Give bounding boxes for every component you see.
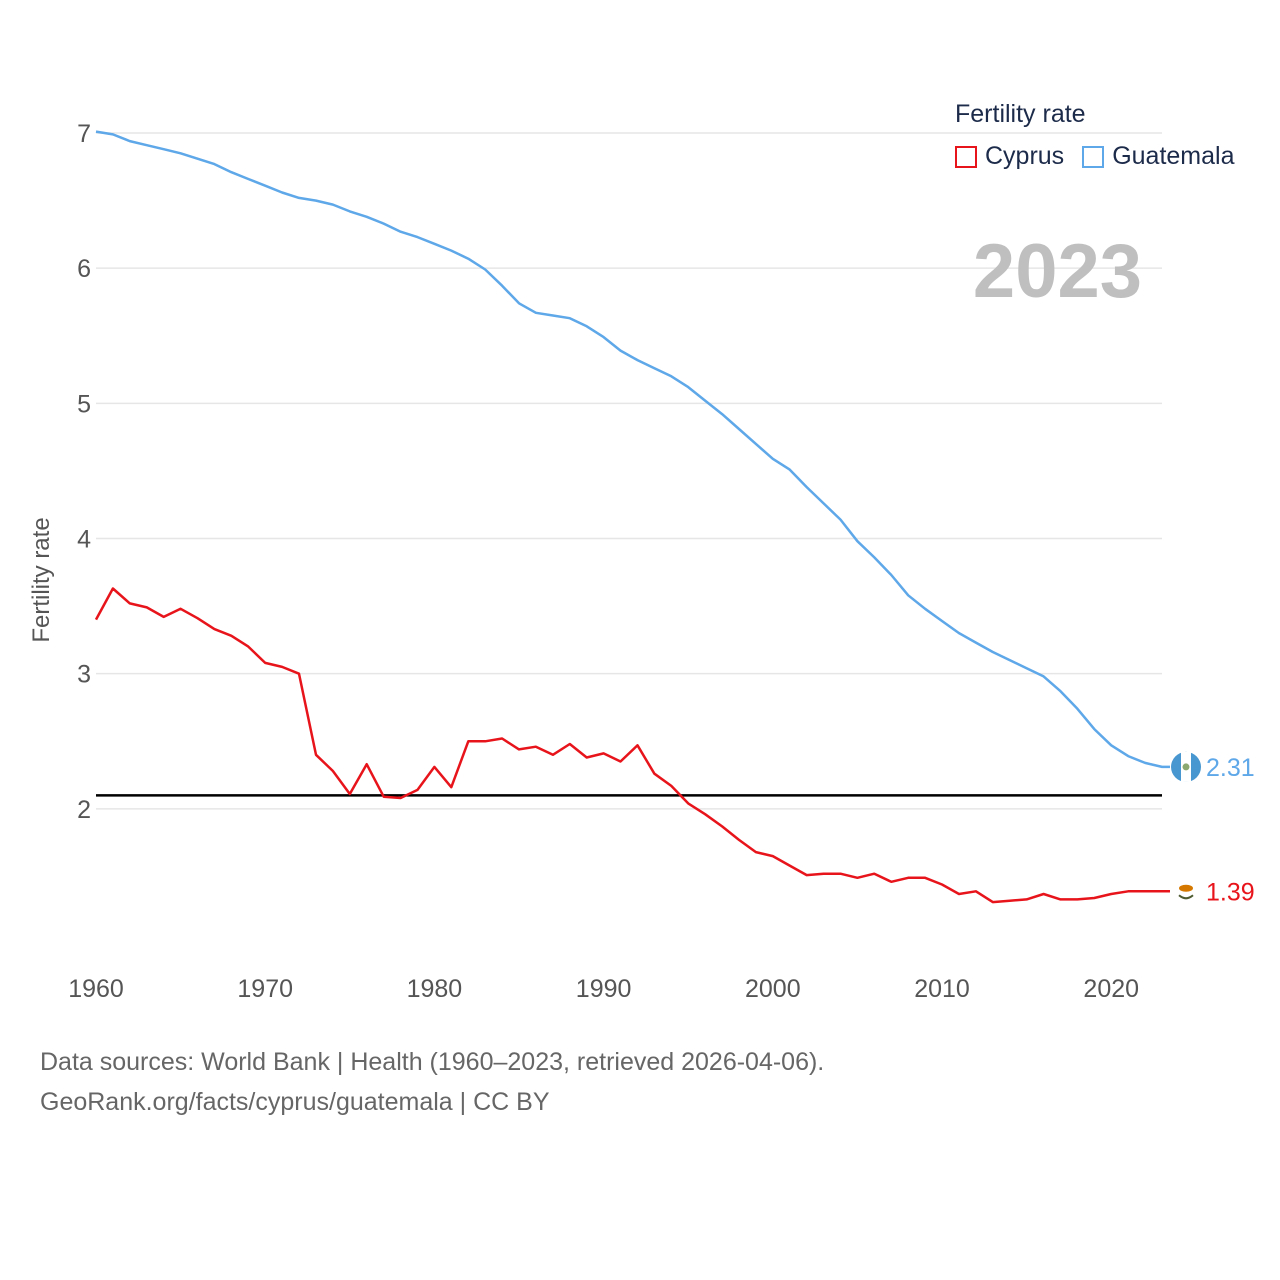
legend-label-guatemala: Guatemala xyxy=(1112,142,1235,170)
series-line-cyprus xyxy=(94,587,1170,904)
end-value-label-guatemala: 2.31 xyxy=(1206,754,1255,782)
series-end-markers: 2.31 1.39 xyxy=(1171,751,1255,907)
legend-title: Fertility rate xyxy=(955,100,1086,128)
x-tick-label: 2020 xyxy=(1083,975,1139,1003)
x-tick-label: 1990 xyxy=(576,975,632,1003)
flag-icon-cyprus xyxy=(1171,876,1201,907)
y-tick-label: 2 xyxy=(77,796,91,824)
series-line-guatemala xyxy=(95,130,1170,769)
legend-swatch-cyprus xyxy=(955,145,977,168)
flag-emblem xyxy=(1182,763,1190,771)
legend-label-cyprus: Cyprus xyxy=(985,142,1065,170)
x-tick-label: 1970 xyxy=(237,975,293,1003)
flag-icon-guatemala xyxy=(1171,751,1201,782)
x-tick-label: 1980 xyxy=(407,975,463,1003)
series-lines xyxy=(94,130,1170,904)
gridlines xyxy=(96,132,1162,810)
end-value-label-cyprus: 1.39 xyxy=(1206,878,1255,906)
flag-island xyxy=(1179,884,1193,892)
y-tick-label: 7 xyxy=(77,120,91,148)
footer-sources: Data sources: World Bank | Health (1960–… xyxy=(40,1048,825,1076)
x-tick-label: 2010 xyxy=(914,975,970,1003)
footer: Data sources: World Bank | Health (1960–… xyxy=(40,1042,824,1122)
footer-attribution: GeoRank.org/facts/cyprus/guatemala | CC … xyxy=(40,1088,550,1116)
flag-olive-branch xyxy=(1178,894,1194,900)
y-tick-label: 4 xyxy=(77,526,91,554)
x-tick-label: 1960 xyxy=(68,975,124,1003)
legend-swatch-guatemala xyxy=(1082,145,1105,168)
legend: Cyprus Guatemala xyxy=(955,142,1252,171)
legend-item-cyprus[interactable]: Cyprus xyxy=(955,142,1064,171)
year-label: 2023 xyxy=(972,229,1142,314)
y-tick-label: 5 xyxy=(77,390,91,418)
y-tick-label: 3 xyxy=(77,661,91,689)
y-axis-ticks: 2 3 4 5 6 7 xyxy=(77,120,91,824)
x-axis-ticks: 1960 1970 1980 1990 2000 2010 2020 xyxy=(68,975,1139,1003)
legend-item-guatemala[interactable]: Guatemala xyxy=(1082,142,1234,171)
y-tick-label: 6 xyxy=(77,255,91,283)
y-axis-label: Fertility rate xyxy=(28,517,55,643)
x-tick-label: 2000 xyxy=(745,975,801,1003)
